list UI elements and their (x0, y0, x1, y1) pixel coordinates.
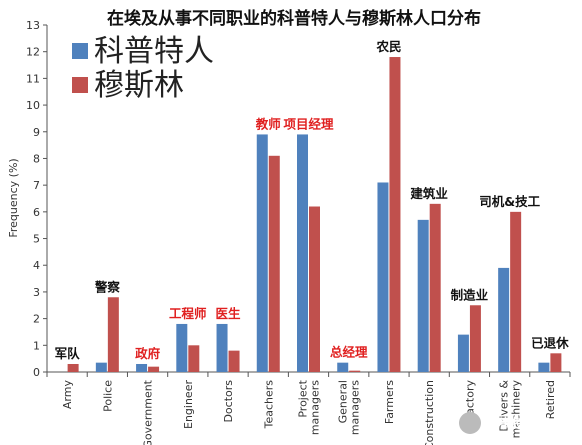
bar-series2 (469, 305, 481, 372)
bar-series1 (297, 134, 308, 372)
y-tick-label: 12 (26, 46, 40, 59)
y-tick-label: 13 (26, 19, 40, 32)
x-tick-label: Drivers & machinery (498, 380, 523, 439)
y-axis-label: Frequency (%) (7, 158, 20, 237)
x-tick-label-line: Army (61, 380, 74, 410)
annotation-label: 司机&技工 (479, 194, 540, 209)
x-tick-label: General managers (337, 380, 362, 435)
y-tick-label: 3 (33, 286, 40, 299)
y-tick-label: 4 (33, 259, 40, 272)
annotation-label: 医生 (216, 306, 242, 321)
x-tick-label-line: Factory (463, 380, 476, 421)
legend-label: 科普特人 (94, 34, 214, 69)
bar-series1 (95, 362, 107, 372)
watermark: 安事挖掘机 (459, 412, 551, 434)
bar-series1 (457, 334, 469, 372)
bar-series1 (136, 363, 148, 372)
legend-label: 穆斯林 (94, 68, 184, 103)
y-tick-label: 7 (33, 179, 40, 192)
y-tick-label: 2 (33, 313, 40, 326)
annotation-label: 制造业 (451, 287, 489, 302)
x-tick-label-line: Teachers (262, 380, 275, 430)
legend-swatch (72, 43, 88, 59)
x-tick-label: Retired (544, 380, 557, 419)
annotation-label: 总经理 (330, 345, 368, 360)
x-tick-label: Teachers (262, 380, 275, 430)
x-tick-label: Police (101, 380, 114, 412)
bar-series1 (176, 323, 188, 372)
y-tick-label: 5 (33, 233, 40, 246)
x-tick-label: Doctors (222, 380, 235, 423)
annotation-label: 军队 (55, 346, 81, 361)
annotation-label: 教师 (255, 116, 282, 131)
legend-swatch (72, 77, 88, 93)
bar-series1 (538, 362, 550, 372)
x-tick-label: Engineer (182, 380, 195, 429)
category-labels: Army Police Government Engineer Doctors Teach… (61, 379, 557, 445)
x-tick-label: Army (61, 380, 74, 410)
bar-series2 (309, 206, 320, 372)
bar-series2 (148, 366, 160, 372)
x-tick-label: Farmers (383, 380, 396, 424)
watermark-text: 安事挖掘机 (486, 416, 551, 432)
x-tick-label: Project managers (297, 379, 322, 435)
bar-series2 (188, 345, 200, 372)
bar-series2 (510, 211, 522, 372)
bar-series1 (498, 267, 510, 372)
bar-series1 (377, 182, 389, 372)
x-tick-label-line: Drivers & (498, 380, 511, 432)
x-tick-label-line: managers (309, 380, 322, 435)
bar-series2 (349, 370, 361, 372)
x-tick-label-line: managers (349, 380, 362, 435)
x-tick-label-line: Farmers (383, 380, 396, 424)
x-tick-label: Factory (463, 380, 476, 421)
y-tick-label: 6 (33, 206, 40, 219)
annotation-label: 建筑业 (410, 186, 448, 201)
bar-series2 (268, 155, 280, 372)
y-tick-label: 8 (33, 152, 40, 165)
x-tick-label: Construction (423, 380, 436, 445)
y-tick-label: 1 (33, 339, 40, 352)
x-tick-label-line: Police (101, 380, 114, 412)
x-tick-label-line: Retired (544, 380, 557, 419)
bar-series2 (550, 353, 562, 372)
bar-series1 (256, 134, 268, 372)
bars (67, 57, 562, 373)
y-tick-label: 10 (26, 99, 40, 112)
x-tick-label-line: machinery (510, 380, 523, 439)
chart-title: 在埃及从事不同职业的科普特人与穆斯林人口分布 (107, 8, 481, 29)
annotation-label: 已退休 (531, 335, 569, 350)
annotation-label: 农民 (375, 39, 401, 54)
annotation-label: 警察 (94, 279, 121, 294)
x-tick-label-line: Government (142, 379, 155, 445)
annotation-label: 项目经理 (283, 116, 334, 131)
bar-series2 (389, 57, 401, 373)
annotation-label: 工程师 (169, 306, 207, 321)
wechat-icon (459, 412, 481, 434)
bar-series2 (429, 203, 441, 372)
x-tick-label-line: Engineer (182, 380, 195, 429)
bar-series1 (337, 362, 349, 372)
x-tick-label-line: General (337, 380, 350, 423)
bar-series1 (216, 323, 228, 372)
bar-series2 (228, 350, 240, 372)
x-tick-label: Government (142, 379, 155, 445)
x-tick-label-line: Doctors (222, 380, 235, 423)
x-tick-label-line: Project (297, 379, 310, 417)
annotation-label: 政府 (135, 346, 161, 361)
y-tick-label: 0 (33, 366, 40, 379)
x-tick-label-line: Construction (423, 380, 436, 445)
bar-series1 (417, 219, 429, 372)
bar-series2 (67, 363, 79, 372)
bar-series2 (107, 297, 119, 372)
y-tick-label: 9 (33, 126, 40, 139)
y-tick-label: 11 (26, 72, 40, 85)
